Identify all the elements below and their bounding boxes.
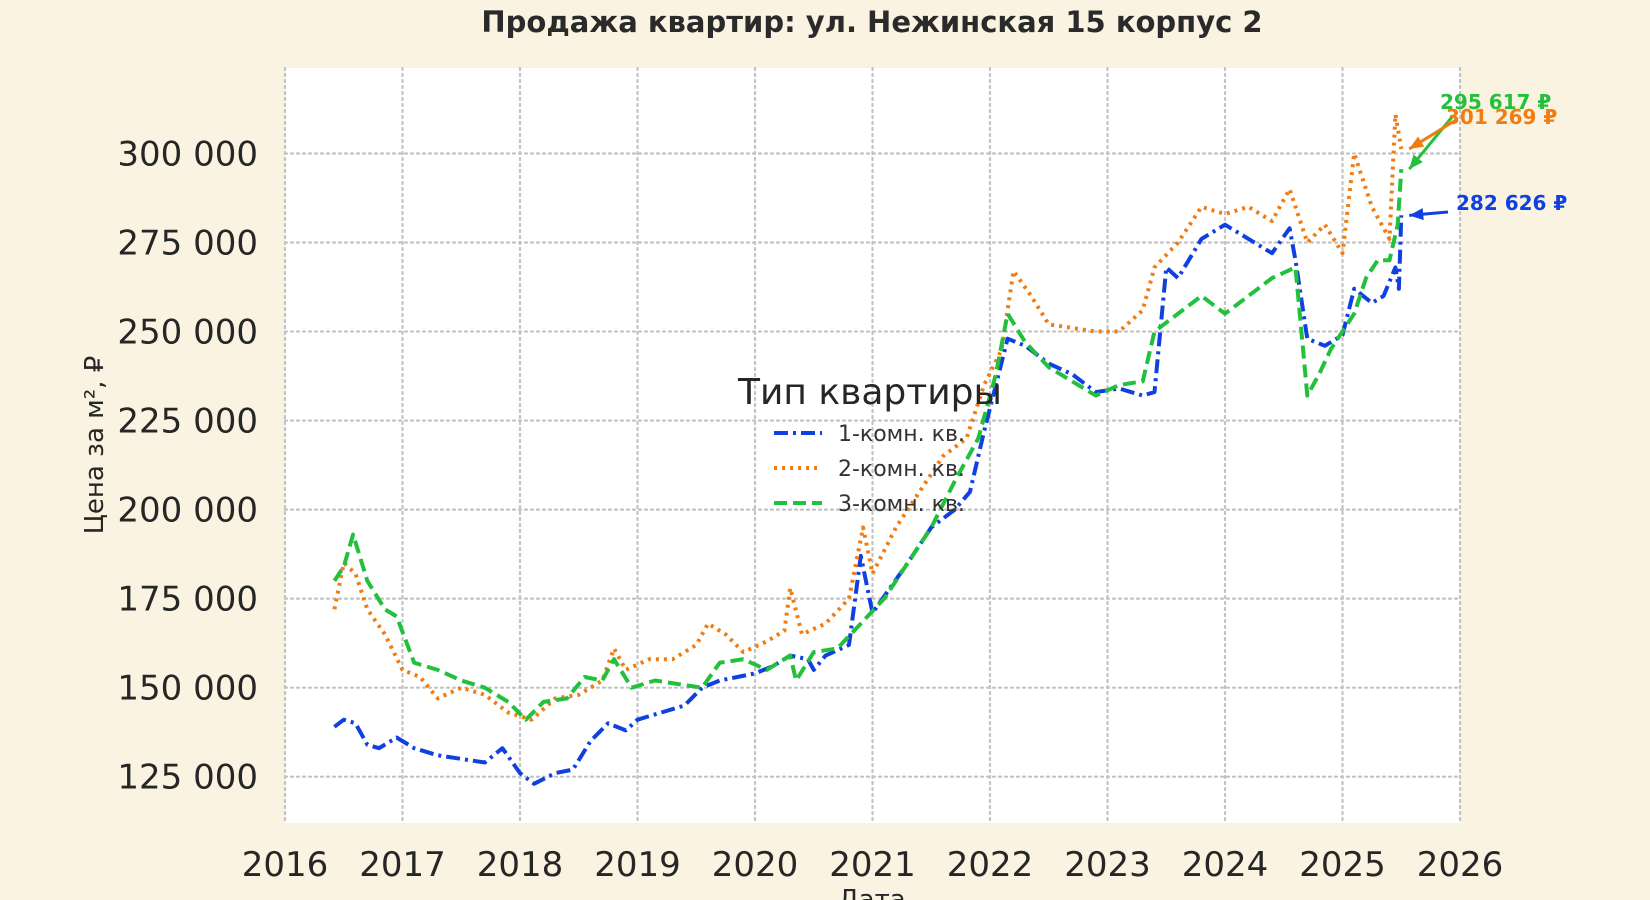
grid	[283, 66, 1462, 825]
legend-entry-2: 2-комн. кв.	[838, 457, 965, 482]
annotation-arrowhead-2	[1409, 136, 1425, 149]
x-tick-label: 2021	[829, 845, 916, 885]
y-tick-label: 250 000	[117, 313, 258, 353]
y-tick-label: 225 000	[117, 402, 258, 442]
y-tick-label: 125 000	[117, 758, 258, 798]
y-tick-label: 150 000	[117, 669, 258, 709]
x-tick-label: 2016	[242, 845, 329, 885]
x-tick-label: 2024	[1182, 845, 1269, 885]
y-tick-label: 275 000	[117, 224, 258, 264]
chart-title: Продажа квартир: ул. Нежинская 15 корпус…	[481, 5, 1262, 39]
x-tick-label: 2022	[947, 845, 1034, 885]
y-tick-label: 200 000	[117, 491, 258, 531]
y-tick-label: 175 000	[117, 580, 258, 620]
annotation-label-3: 282 626 ₽	[1456, 191, 1567, 215]
x-tick-label: 2026	[1417, 845, 1504, 885]
legend-entry-1: 1-комн. кв.	[838, 422, 965, 447]
annotation-label-1: 295 617 ₽	[1440, 90, 1551, 114]
y-axis-label: Цена за м², ₽	[80, 356, 110, 535]
legend: Тип квартиры 1-комн. кв. 2-комн. кв. 3-ком…	[737, 372, 1002, 517]
series-layer	[332, 112, 1404, 786]
series-line-1	[333, 215, 1404, 786]
y-tick-labels: 125 000 150 000 175 000 200 000 225 000 250 0…	[117, 134, 258, 797]
x-tick-label: 2019	[594, 845, 681, 885]
legend-title: Тип квартиры	[737, 372, 1002, 413]
end-value-annotations: 295 617 ₽301 269 ₽ 282 626 ₽	[1408, 90, 1567, 221]
annotation-label-2: 301 269 ₽	[1446, 105, 1557, 129]
x-tick-label: 2020	[712, 845, 799, 885]
series-line-2	[332, 112, 1404, 722]
annotation-arrowhead-3	[1409, 208, 1424, 221]
x-tick-label: 2017	[359, 845, 446, 885]
x-tick-labels: 2016 2017 2018 2019 2020 2021 2022 2023 2024 2025…	[242, 845, 1504, 885]
x-tick-label: 2025	[1299, 845, 1386, 885]
x-axis-label: Дата	[838, 885, 905, 900]
legend-entry-3: 3-комн. кв.	[838, 492, 965, 517]
x-tick-label: 2018	[477, 845, 564, 885]
annotation-arrowhead-1	[1409, 154, 1423, 170]
x-tick-label: 2023	[1064, 845, 1151, 885]
series-line-3	[332, 168, 1404, 722]
y-tick-label: 300 000	[117, 134, 258, 174]
